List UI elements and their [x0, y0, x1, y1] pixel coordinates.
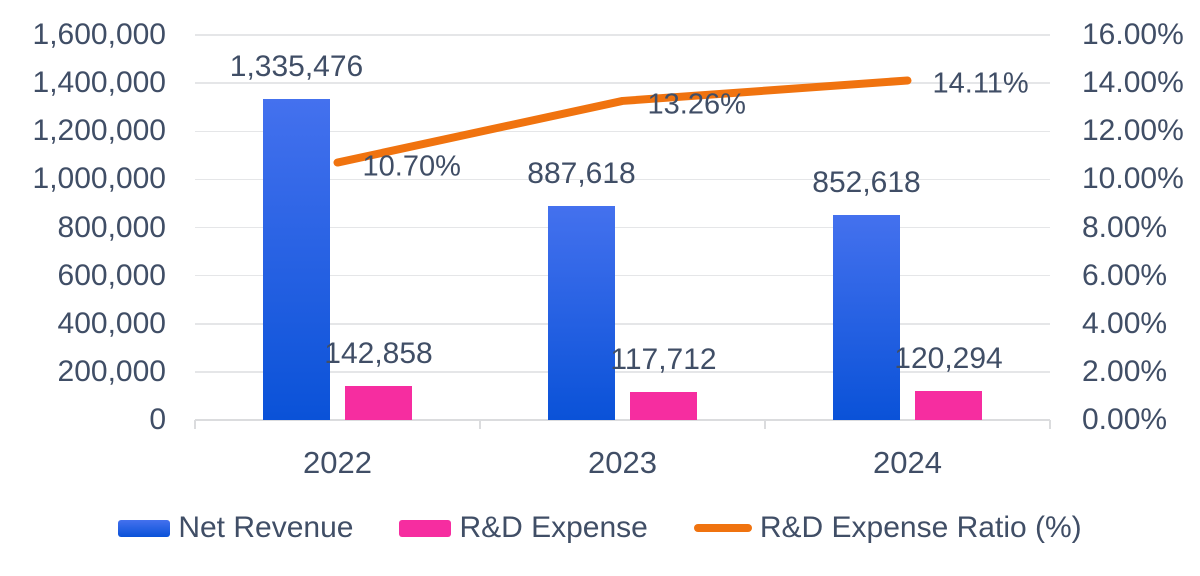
x-axis-tick — [764, 420, 766, 429]
y-axis-label-left: 800,000 — [57, 210, 166, 244]
net-revenue-value-label: 887,618 — [527, 157, 636, 191]
gridline — [195, 226, 1050, 229]
y-axis-label-right: 16.00% — [1082, 18, 1184, 51]
y-axis-label-left: 1,000,000 — [32, 162, 166, 196]
gridline — [195, 178, 1050, 181]
gridline — [195, 371, 1050, 373]
y-axis-label-left: 1,400,000 — [32, 66, 166, 100]
legend-item-rd-expense-ratio: R&D Expense Ratio (%) — [693, 511, 1082, 545]
y-axis-label-left: 1,600,000 — [32, 18, 166, 51]
legend-item-net-revenue: Net Revenue — [118, 511, 353, 545]
ratio-value-label: 13.26% — [647, 88, 746, 121]
y-axis-label-right: 12.00% — [1082, 114, 1184, 148]
rd-expense-value-label: 117,712 — [610, 342, 717, 376]
ratio-value-label: 14.11% — [932, 67, 1029, 100]
legend-item-rd-expense: R&D Expense — [399, 511, 648, 545]
y-axis-label-left: 600,000 — [57, 258, 166, 292]
x-axis-tick — [1049, 420, 1051, 429]
y-axis-label-right: 4.00% — [1082, 306, 1168, 340]
y-axis-label-left: 400,000 — [57, 306, 166, 340]
x-axis-label: 2023 — [588, 445, 657, 480]
rd-expense-value-label: 142,858 — [324, 336, 433, 370]
y-axis-label-right: 6.00% — [1082, 258, 1168, 292]
rd-expense-ratio-line-swatch — [693, 524, 752, 532]
y-axis-label-left: 0 — [149, 403, 166, 436]
y-axis-label-left: 200,000 — [57, 354, 166, 388]
bar-net-revenue-2022 — [263, 98, 330, 420]
x-axis-line — [195, 419, 1050, 421]
x-axis-tick — [194, 420, 196, 429]
net-revenue-value-label: 1,335,476 — [229, 49, 364, 83]
bar-net-revenue-2023 — [548, 206, 615, 420]
y-axis-label-left: 1,200,000 — [32, 114, 166, 148]
y-axis-label-right: 0.00% — [1082, 403, 1168, 436]
net-revenue-value-label: 852,618 — [812, 165, 921, 199]
legend-label-rd-expense: R&D Expense — [459, 511, 648, 544]
y-axis-label-right: 8.00% — [1082, 210, 1168, 244]
y-axis-label-right: 2.00% — [1082, 354, 1168, 388]
gridline — [195, 34, 1050, 36]
x-axis-tick — [479, 420, 481, 429]
ratio-value-label: 10.70% — [362, 150, 461, 183]
net-revenue-swatch — [118, 519, 171, 537]
y-axis-label-right: 14.00% — [1082, 66, 1184, 100]
rd-expense-value-label: 120,294 — [894, 342, 1003, 376]
bar-rd-expense-2023 — [630, 391, 697, 420]
x-axis-label: 2024 — [873, 445, 942, 480]
bar-rd-expense-2024 — [915, 391, 982, 420]
x-axis-label: 2022 — [303, 445, 372, 480]
legend: Net Revenue R&D Expense R&D Expense Rati… — [0, 511, 1200, 545]
bar-net-revenue-2024 — [833, 214, 900, 420]
rd-expense-swatch — [399, 519, 452, 537]
gridline — [195, 323, 1050, 325]
legend-label-rd-expense-ratio: R&D Expense Ratio (%) — [759, 511, 1082, 544]
legend-label-net-revenue: Net Revenue — [178, 511, 354, 544]
gridline — [195, 274, 1050, 277]
y-axis-label-right: 10.00% — [1082, 162, 1184, 196]
bar-rd-expense-2022 — [345, 385, 412, 420]
